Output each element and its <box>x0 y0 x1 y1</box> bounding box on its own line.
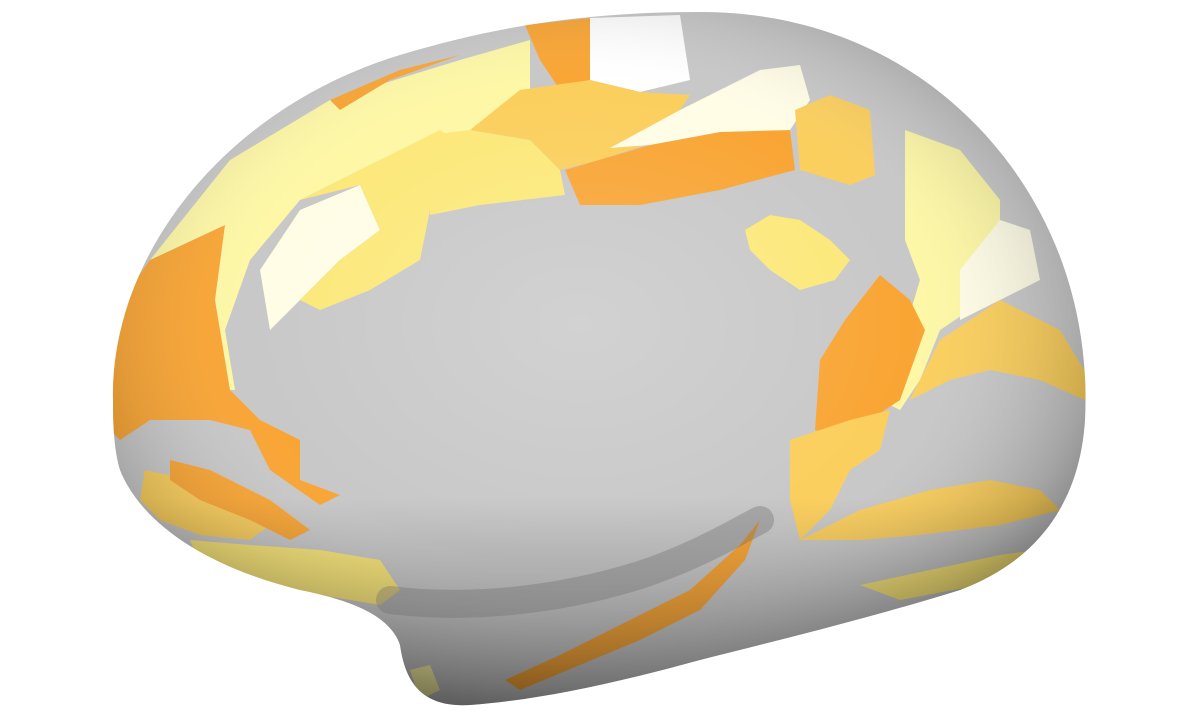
surface-bottom-shading <box>113 12 1086 705</box>
